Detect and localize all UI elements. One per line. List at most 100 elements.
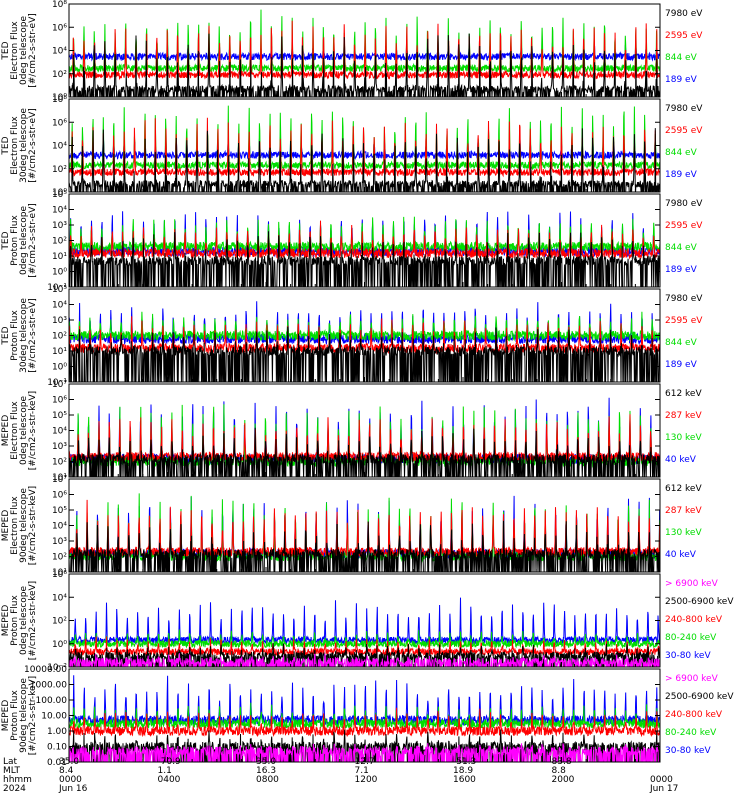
y-tick-label: 10²: [52, 553, 67, 563]
y-axis-label: [#/cm2-s-str-keV]: [28, 676, 38, 755]
y-tick-label: 10⁷: [52, 380, 67, 390]
y-axis-label: [#/cm2-s-str-keV]: [28, 581, 38, 660]
y-tick-label: 10¹: [52, 347, 67, 357]
panel-4: 10⁻¹ 10⁰ 10¹ 10² 10³ 10⁴ 10⁵ TED Proton Flux 30de…: [1, 285, 703, 388]
y-tick-label: 10⁻¹: [47, 283, 67, 293]
legend-entry: 240-800 keV: [665, 615, 723, 625]
panel-6: 10¹ 10² 10³ 10⁴ 10⁵ 10⁶ 10⁷ MEPED Electron Flux 9…: [1, 475, 702, 578]
y-tick-label: 10³: [52, 537, 67, 547]
y-tick-label: 10⁸: [52, 95, 67, 105]
y-tick-label: 10¹: [52, 473, 67, 483]
y-tick-label: 10⁰: [52, 268, 67, 278]
y-tick-label: 10000.00: [24, 665, 67, 675]
y-tick-label: 10³: [52, 442, 67, 452]
series-line-2595-ev: [69, 220, 660, 260]
y-axis-label: Electron Flux: [10, 401, 20, 460]
legend-entry: 40 keV: [665, 455, 697, 465]
legend-entry: 844 eV: [665, 338, 698, 348]
series-line-2595-ev: [69, 316, 660, 355]
footer-mlt: 18.9: [453, 766, 473, 776]
y-tick-label: 10²: [52, 458, 67, 468]
y-axis-label: 90deg telescope: [19, 488, 29, 563]
series-line-2595-ev: [69, 117, 660, 178]
y-tick-label: 10⁰: [52, 363, 67, 373]
y-tick-label: 10⁴: [52, 206, 67, 216]
series-line-612-kev: [69, 427, 660, 477]
y-tick-label: 10²: [52, 165, 67, 175]
footer-date: Jun 17: [649, 784, 678, 794]
series-line-844-ev: [69, 216, 660, 253]
footer-row-label: hhmm: [3, 775, 32, 785]
y-axis-label: MEPED: [1, 510, 11, 542]
footer-hhmm: 2000: [552, 775, 575, 785]
y-axis-label: 0deg telescope: [19, 396, 29, 466]
y-tick-label: 10⁶: [52, 396, 67, 406]
y-tick-label: 10.00: [41, 712, 67, 722]
y-tick-label: 0.10: [47, 743, 67, 753]
series-group: [69, 597, 660, 667]
legend-entry: 189 eV: [665, 265, 698, 275]
legend-entry: 189 eV: [665, 75, 698, 85]
legend-entry: 612 keV: [665, 389, 702, 399]
y-tick-label: 10⁶: [52, 23, 67, 33]
y-axis-label: Proton Flux: [10, 595, 20, 646]
legend-entry: 2595 eV: [665, 31, 703, 41]
legend-entry: 30-80 keV: [665, 746, 711, 756]
legend-entry: 844 eV: [665, 148, 698, 158]
series-line-844-ev: [69, 311, 660, 342]
y-axis-label: Electron Flux: [10, 21, 20, 80]
y-tick-label: 10³: [52, 221, 67, 231]
y-axis-label: MEPED: [1, 415, 11, 447]
footer-mlt: 8.8: [552, 766, 567, 776]
footer-mlt: 1.1: [158, 766, 172, 776]
y-tick-label: 10⁵: [52, 411, 67, 421]
y-axis-label: 90deg telescope: [19, 678, 29, 753]
y-axis-label: [#/cm2-s-str-eV]: [28, 108, 38, 183]
series-group: [69, 675, 660, 762]
y-axis-label: 0deg telescope: [19, 206, 29, 276]
legend-entry: 7980 eV: [665, 294, 703, 304]
y-axis-label: TED: [1, 231, 11, 250]
legend-entry: 2500-6900 keV: [665, 597, 734, 607]
footer-lat: 12.7: [355, 757, 375, 767]
y-tick-label: 10⁶: [52, 118, 67, 128]
y-axis-label: 0deg telescope: [19, 586, 29, 656]
y-tick-label: 10⁴: [52, 593, 67, 603]
y-axis-label: MEPED: [1, 605, 11, 637]
legend-entry: 240-800 keV: [665, 710, 723, 720]
y-tick-label: 10²: [52, 237, 67, 247]
series-group: [69, 301, 660, 382]
legend-entry: 844 eV: [665, 243, 698, 253]
panel-7: 10⁻² 10⁰ 10² 10⁴ 10⁶ MEPED Proton Flux 0deg tel…: [1, 570, 734, 673]
y-tick-label: 100.00: [36, 696, 68, 706]
legend-entry: 80-240 keV: [665, 728, 717, 738]
y-axis-label: [#/cm2-s-str-eV]: [28, 13, 38, 88]
series-group: [69, 105, 660, 192]
footer-hhmm: 1200: [355, 775, 378, 785]
footer-hhmm: 0400: [158, 775, 181, 785]
series-line-287-kev: [69, 499, 660, 559]
y-tick-label: 10³: [52, 316, 67, 326]
series-line-2500-6900-kev: [69, 643, 660, 667]
y-tick-label: 10⁵: [52, 506, 67, 516]
y-axis-label: Electron Flux: [10, 116, 20, 175]
legend-entry: 189 eV: [665, 360, 698, 370]
legend-entry: 80-240 keV: [665, 633, 717, 643]
series-line-40-kev: [69, 495, 660, 561]
y-axis-label: [#/cm2-s-str-eV]: [28, 203, 38, 278]
legend-entry: 130 keV: [665, 433, 702, 443]
y-tick-label: 10⁴: [52, 301, 67, 311]
legend-entry: > 6900 keV: [665, 579, 719, 589]
legend-entry: 2595 eV: [665, 221, 703, 231]
footer-lat: 35.0: [59, 757, 79, 767]
y-axis-label: 30deg telescope: [19, 298, 29, 373]
footer-row-label: 2024: [3, 784, 26, 794]
y-tick-label: 10⁷: [52, 475, 67, 485]
y-tick-label: 10²: [52, 70, 67, 80]
y-tick-label: 10⁶: [52, 491, 67, 501]
legend-entry: 844 eV: [665, 53, 698, 63]
footer-hhmm: 0000: [59, 775, 82, 785]
series-group: [69, 493, 660, 572]
